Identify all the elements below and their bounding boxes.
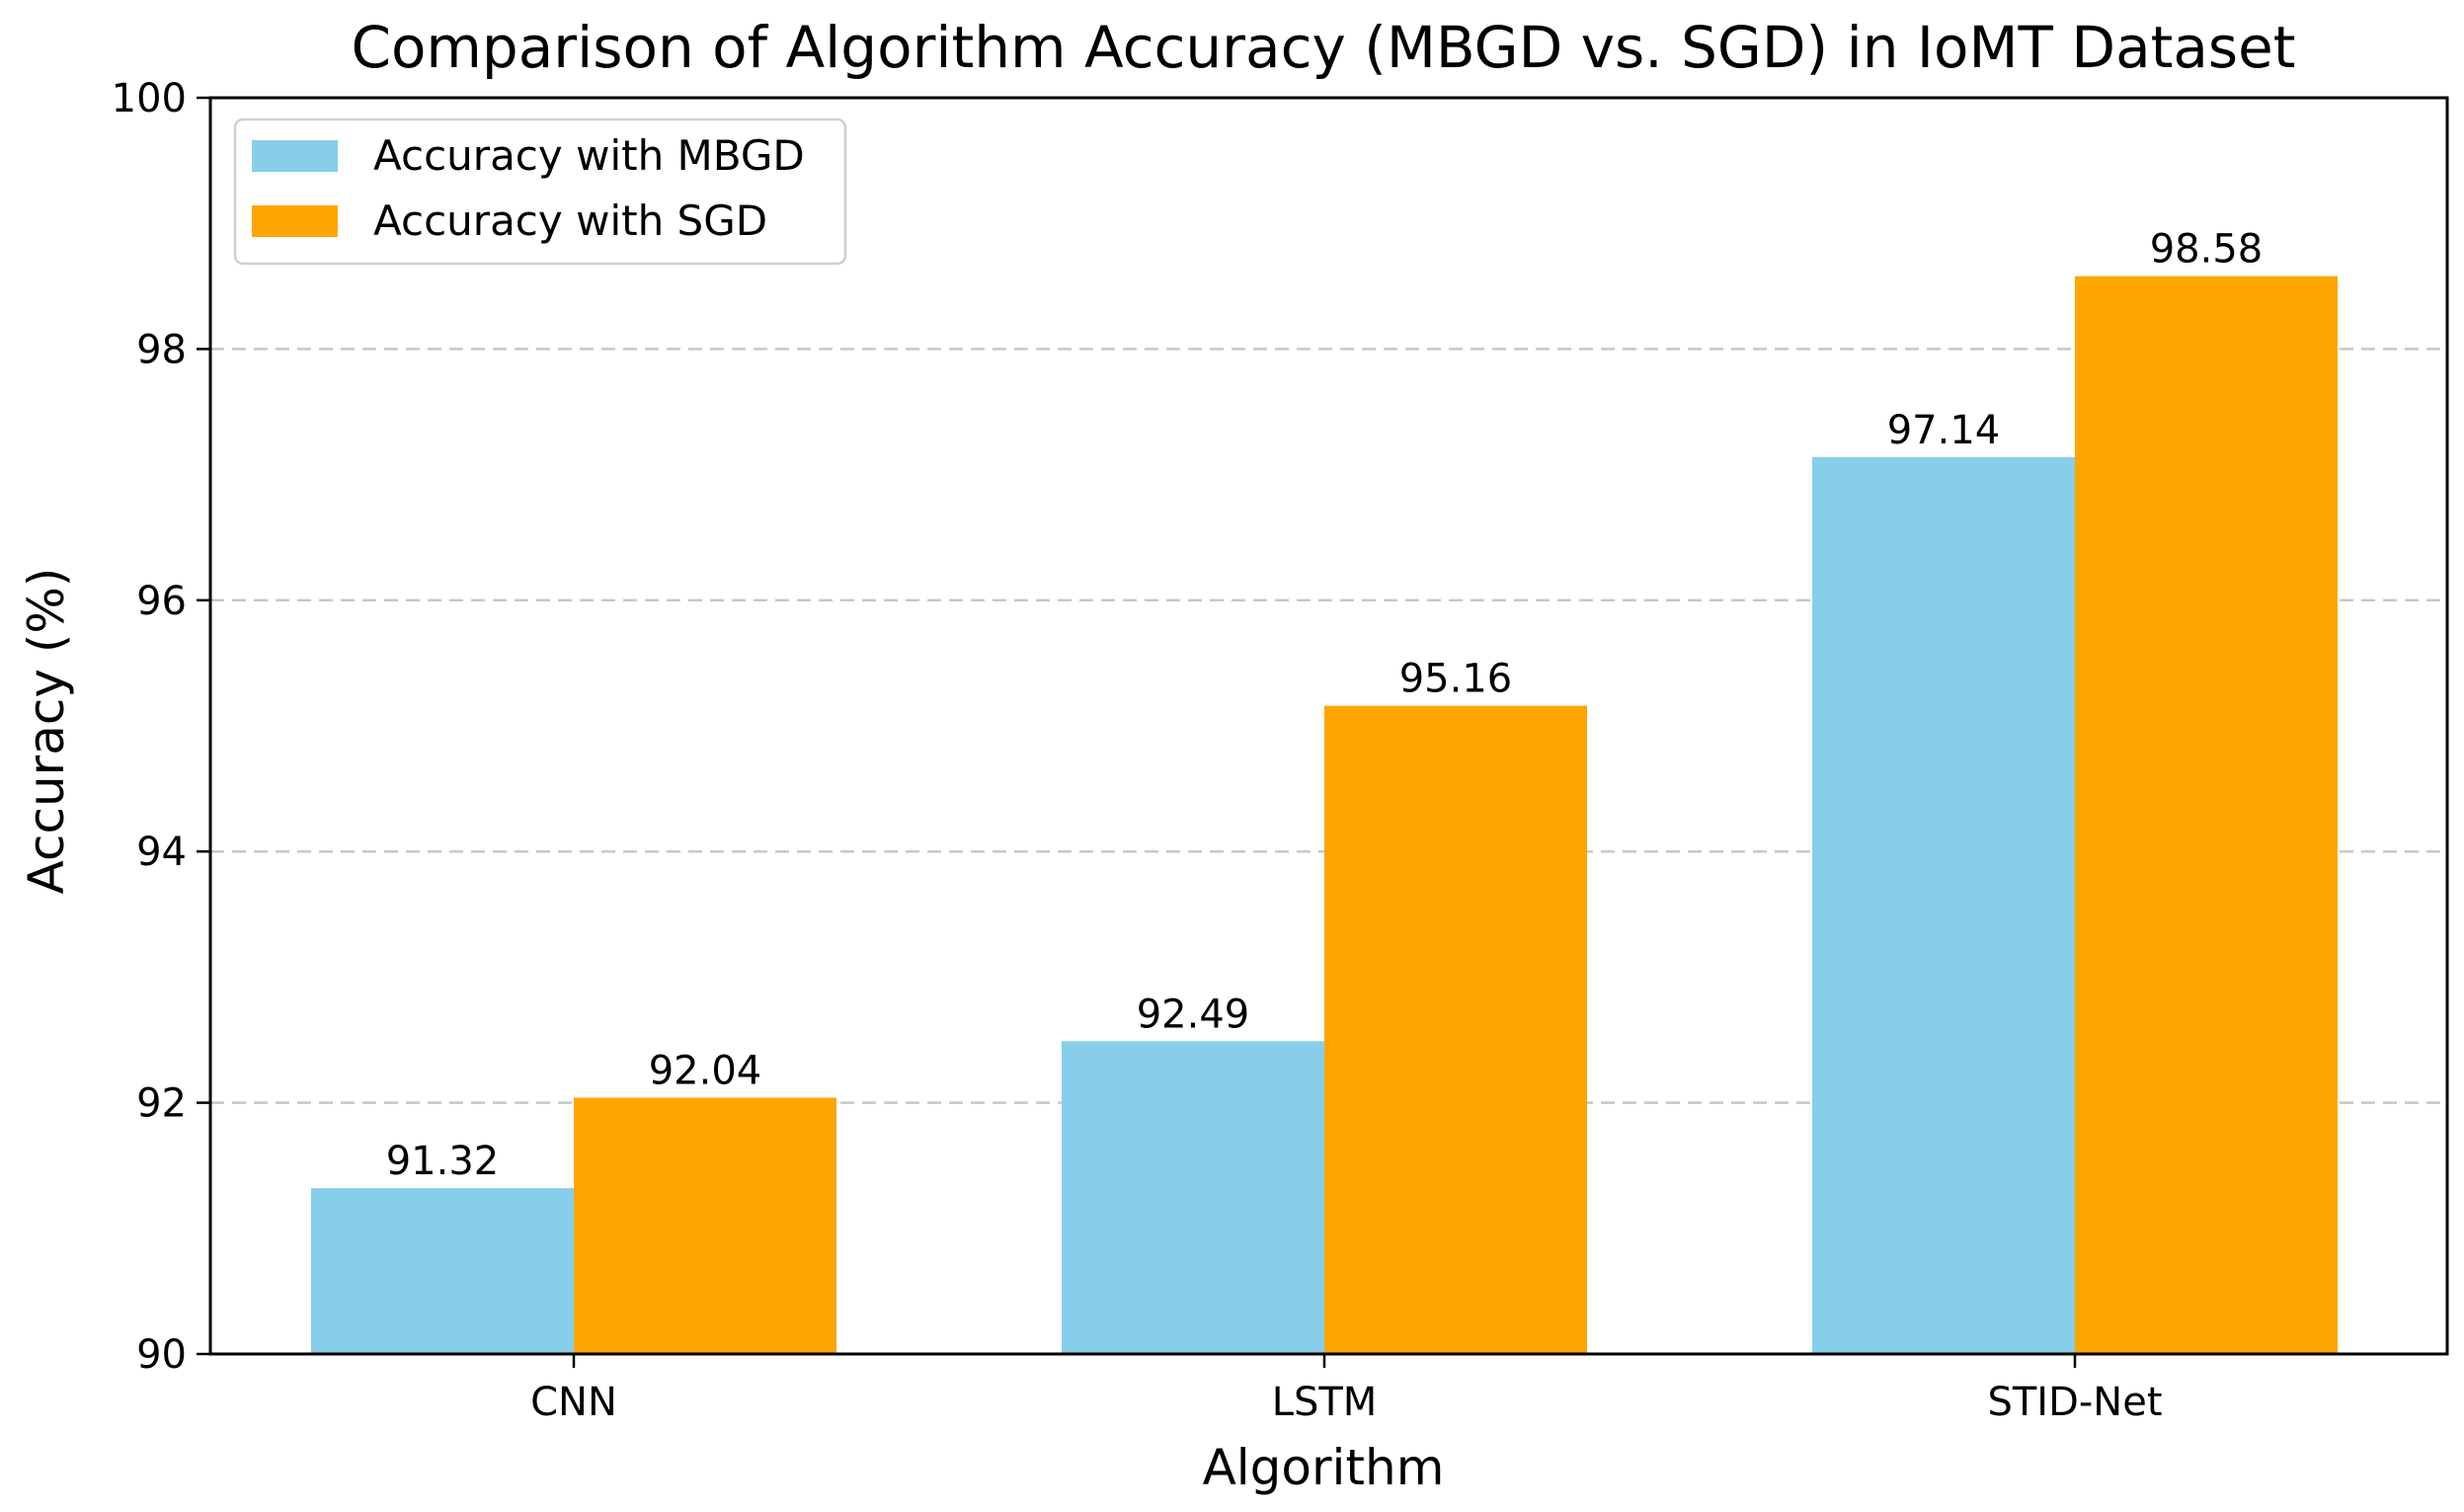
data-label: 92.49 bbox=[1137, 992, 1250, 1037]
x-tick-label: CNN bbox=[530, 1380, 617, 1425]
y-tick-label: 94 bbox=[136, 830, 187, 875]
legend-swatch bbox=[252, 205, 338, 237]
legend-box bbox=[233, 118, 847, 266]
y-axis-ticks: 90 92 94 96 98 100 bbox=[112, 76, 210, 1378]
data-label: 95.16 bbox=[1399, 657, 1513, 702]
x-tick-label: LSTM bbox=[1272, 1380, 1378, 1425]
plot-frame bbox=[208, 96, 2449, 1356]
data-label: 91.32 bbox=[386, 1139, 500, 1184]
x-axis-label: Algorithm bbox=[1203, 1439, 1445, 1496]
bar-lstm-mbgd bbox=[1062, 1041, 1324, 1354]
y-tick-label: 92 bbox=[136, 1081, 187, 1127]
data-label: 92.04 bbox=[649, 1049, 762, 1094]
bar-lstm-sgd bbox=[1324, 705, 1587, 1354]
data-label: 97.14 bbox=[1887, 408, 2001, 453]
chart-title: Comparison of Algorithm Accuracy (MBGD v… bbox=[351, 14, 2295, 81]
legend-label: Accuracy with SGD bbox=[373, 197, 767, 245]
data-labels: 91.32 92.04 92.49 95.16 97.14 98.58 bbox=[386, 227, 2264, 1184]
bars bbox=[311, 276, 2338, 1354]
bar-stid-net-mbgd bbox=[1812, 456, 2075, 1354]
x-tick-label: STID-Net bbox=[1987, 1380, 2162, 1425]
legend-swatch bbox=[252, 140, 338, 172]
x-axis-ticks: CNN LSTM STID-Net bbox=[530, 1354, 2163, 1425]
y-axis-label: Accuracy (%) bbox=[18, 568, 75, 895]
legend: Accuracy with MBGD Accuracy with SGD bbox=[233, 118, 847, 266]
bar-cnn-mbgd bbox=[311, 1188, 574, 1354]
bar-cnn-sgd bbox=[574, 1097, 836, 1354]
data-label: 98.58 bbox=[2150, 227, 2264, 273]
y-tick-label: 90 bbox=[136, 1332, 187, 1378]
bar-stid-net-sgd bbox=[2075, 276, 2338, 1354]
legend-label: Accuracy with MBGD bbox=[373, 131, 805, 180]
y-tick-label: 96 bbox=[136, 579, 187, 624]
y-tick-label: 100 bbox=[112, 76, 187, 121]
y-tick-label: 98 bbox=[136, 327, 187, 372]
